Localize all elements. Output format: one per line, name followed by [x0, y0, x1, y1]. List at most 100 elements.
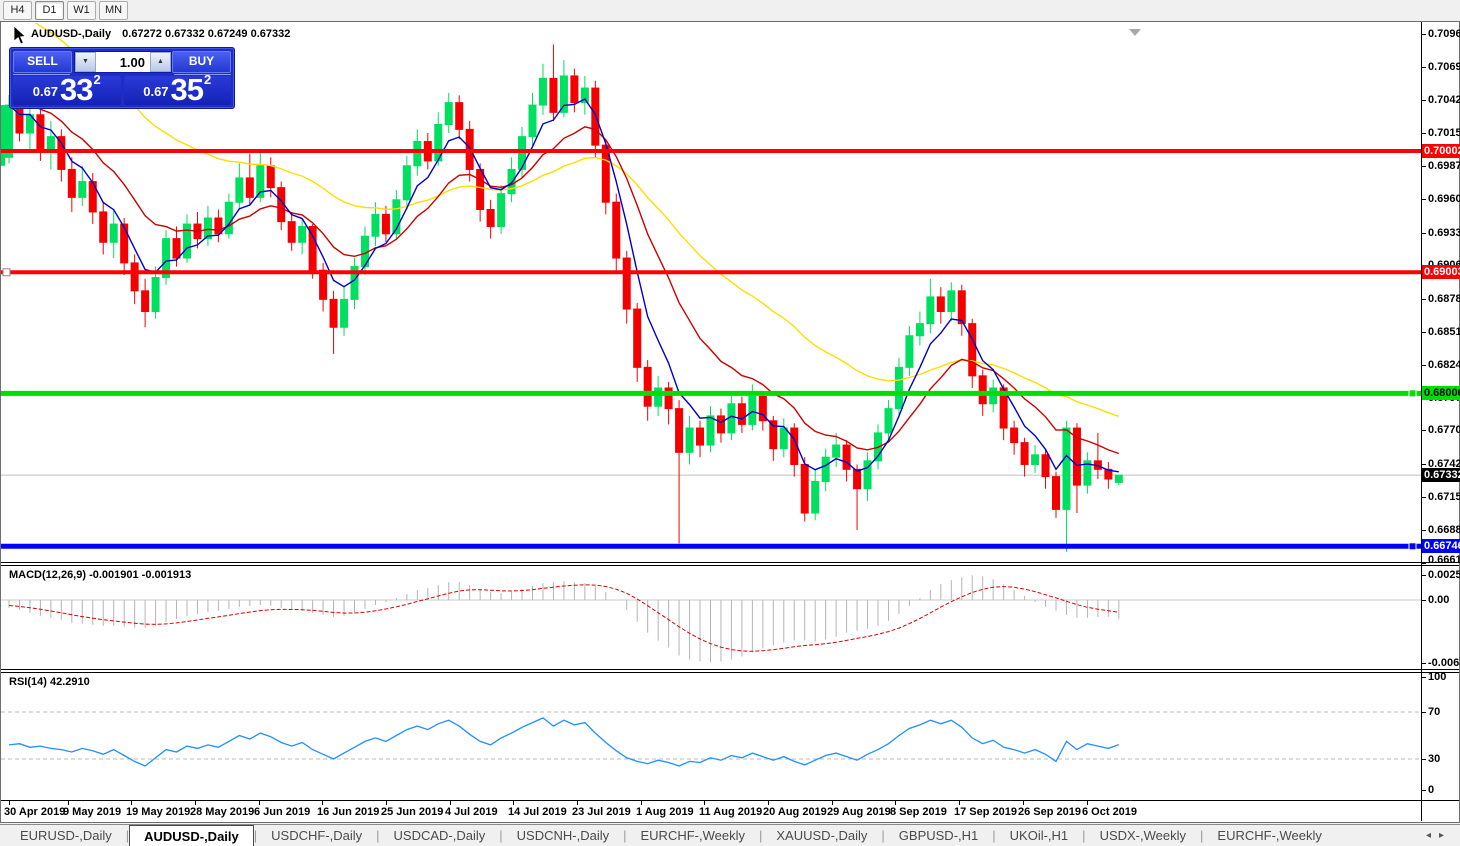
candle-body — [643, 366, 652, 407]
price-tick-mark — [1422, 496, 1426, 498]
candle-body — [842, 444, 851, 470]
chart-tab-gbpusd-h1[interactable]: GBPUSD-,H1 — [898, 828, 979, 843]
rsi-tick-label: 0 — [1428, 784, 1435, 796]
candle-body — [685, 427, 694, 453]
candle-body — [591, 87, 600, 146]
date-tick-mark — [68, 801, 69, 805]
chart-tab-eurchf-weekly[interactable]: EURCHF-,Weekly — [1217, 828, 1322, 843]
date-tick-mark — [641, 801, 642, 805]
sell-button[interactable]: SELL — [13, 51, 72, 73]
date-tick-mark — [768, 801, 769, 805]
price-tick-label: 0.70965 — [1428, 28, 1460, 41]
buy-underline — [174, 74, 231, 75]
sell-price-big-digits: 33 — [60, 72, 93, 107]
candle-body — [968, 323, 977, 377]
candle-body — [109, 223, 118, 243]
price-tick-mark — [1422, 530, 1426, 532]
rsi-tick-mark — [1422, 712, 1426, 713]
timeframe-button-mn[interactable]: MN — [99, 1, 128, 20]
date-tick-mark — [386, 801, 387, 805]
volume-decrease-button[interactable]: ▼ — [75, 52, 96, 72]
candle-body — [549, 77, 558, 113]
buy-price-display[interactable]: 0.67 35 2 — [123, 72, 231, 105]
chart-tab-audusd-daily[interactable]: AUDUSD-,Daily — [129, 825, 254, 846]
chart-tab-eurchf-weekly[interactable]: EURCHF-,Weekly — [640, 828, 746, 843]
candle-body — [622, 257, 631, 310]
candle-body — [130, 262, 139, 292]
volume-input[interactable] — [96, 52, 150, 72]
candle-body — [224, 201, 233, 235]
candle-body — [245, 177, 254, 198]
rsi-indicator-label: RSI(14) 42.2910 — [9, 676, 90, 688]
tab-scroll-left-icon[interactable]: ◂ — [1425, 830, 1439, 841]
chart-shift-marker-icon[interactable] — [1129, 29, 1141, 36]
chart-tab-ukoil-h1[interactable]: UKOil-,H1 — [1009, 828, 1069, 843]
candle-body — [1083, 460, 1092, 486]
chart-tab-eurusd-daily[interactable]: EURUSD-,Daily — [20, 828, 112, 843]
candle-body — [413, 141, 422, 167]
macd-tick-label: -0.006326 — [1428, 656, 1460, 669]
panel-separator[interactable] — [1, 562, 1459, 563]
chart-tab-usdcnh-daily[interactable]: USDCNH-,Daily — [516, 828, 610, 843]
candle-body — [329, 298, 338, 328]
date-label: 1 Aug 2019 — [636, 806, 694, 818]
candle-body — [78, 181, 87, 198]
date-tick-mark — [832, 801, 833, 805]
candle-body — [141, 290, 150, 312]
candle-body — [978, 375, 987, 405]
main-chart-canvas[interactable] — [1, 23, 1421, 561]
timeframe-button-w1[interactable]: W1 — [67, 1, 96, 20]
edge-candle — [1, 105, 5, 166]
macd-panel-canvas[interactable] — [1, 566, 1421, 668]
price-tick-label: 0.68785 — [1428, 292, 1460, 305]
panel-separator[interactable] — [1, 669, 1459, 670]
candle-body — [266, 165, 275, 189]
price-tick-mark — [1422, 298, 1426, 300]
tab-scroll-right-icon[interactable]: ▸ — [1438, 830, 1452, 841]
date-label: 23 Jul 2019 — [572, 806, 631, 818]
chart-tab-usdx-weekly[interactable]: USDX-,Weekly — [1099, 828, 1187, 843]
date-tick-mark — [959, 801, 960, 805]
candle-body — [737, 403, 746, 425]
price-tick-mark — [1422, 562, 1426, 564]
price-tick-label: 0.69605 — [1428, 193, 1460, 206]
tab-separator: | — [499, 828, 503, 843]
timeframe-button-d1[interactable]: D1 — [35, 1, 64, 20]
date-axis-border — [1, 800, 1459, 801]
chart-tabs-bar: EURUSD-,Daily | AUDUSD-,Daily | USDCHF-,Dail… — [0, 824, 1460, 846]
candle-body — [716, 415, 725, 434]
price-tag-0.69003: 0.69003 — [1422, 265, 1460, 280]
timeframe-button-h4[interactable]: H4 — [3, 1, 32, 20]
price-tick-label: 0.68515 — [1428, 325, 1460, 338]
candle-body — [1052, 476, 1060, 510]
tab-separator: | — [1200, 828, 1204, 843]
date-tick-mark — [1023, 801, 1024, 805]
tab-scroll-arrows[interactable]: ◂▸ — [1426, 830, 1452, 841]
volume-increase-button[interactable]: ▲ — [150, 52, 171, 72]
price-tick-mark — [1422, 232, 1426, 234]
panel-separator[interactable] — [1, 672, 1459, 673]
rsi-panel-canvas[interactable] — [1, 673, 1421, 800]
sell-price-display[interactable]: 0.67 33 2 — [13, 72, 121, 107]
candle-body — [57, 136, 66, 170]
candle-body — [811, 480, 820, 514]
price-tick-mark — [1422, 364, 1426, 366]
candle-body — [905, 335, 914, 368]
candle-body — [779, 427, 788, 450]
macd-tick-mark — [1422, 600, 1426, 601]
price-tick-mark — [1422, 66, 1426, 68]
chart-tab-xauusd-daily[interactable]: XAUUSD-,Daily — [776, 828, 868, 843]
candle-body — [162, 238, 171, 278]
buy-button[interactable]: BUY — [172, 51, 231, 73]
date-label: 17 Sep 2019 — [954, 806, 1017, 818]
chart-tab-usdcad-daily[interactable]: USDCAD-,Daily — [393, 828, 486, 843]
chart-tab-usdchf-daily[interactable]: USDCHF-,Daily — [271, 828, 363, 843]
ma-slow-line — [34, 23, 1120, 417]
candle-body — [15, 104, 24, 134]
one-click-trading-panel: SELL ▼ ▲ BUY 0.67 33 2 0.67 35 2 — [9, 47, 235, 109]
rsi-tick-label: 100 — [1428, 670, 1447, 683]
candle-body — [507, 168, 516, 195]
panel-separator[interactable] — [1, 565, 1459, 566]
macd-tick-mark — [1422, 662, 1426, 664]
